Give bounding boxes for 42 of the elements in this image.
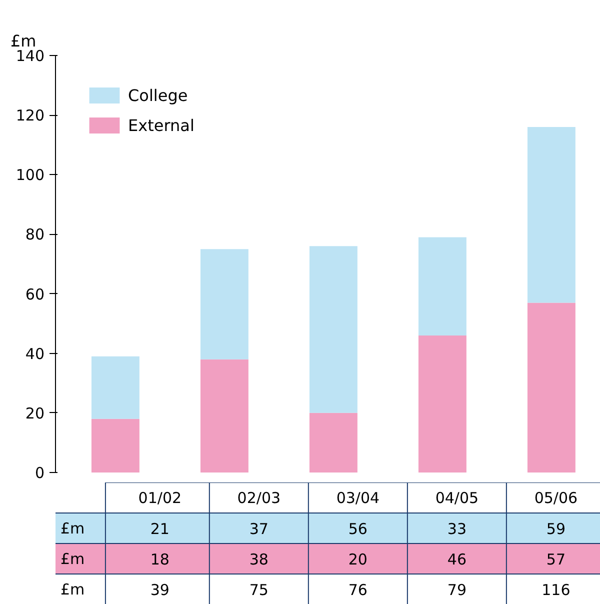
y-tick-label: 120 [16, 106, 45, 125]
bar [527, 302, 576, 472]
bar [309, 412, 358, 472]
x-tick-label: 04/05 [435, 488, 479, 507]
y-tick-label: 20 [25, 404, 45, 422]
text: 75 [249, 580, 268, 599]
text: 116 [542, 580, 570, 599]
bar [309, 246, 358, 413]
x-tick-label: 02/03 [237, 488, 281, 507]
legend-label: College [128, 86, 188, 104]
data-label: 20 [348, 550, 368, 568]
y-axis-title: £m [60, 519, 85, 538]
data-label: 57 [546, 550, 566, 568]
y-tick-label: 60 [25, 285, 45, 304]
data-label: 21 [150, 520, 170, 538]
text: 76 [348, 580, 368, 599]
legend-label: External [128, 116, 194, 134]
y-tick-label: 0 [34, 464, 45, 482]
bar [200, 359, 248, 472]
x-tick-label: 05/06 [534, 488, 578, 507]
x-tick-label: 01/02 [138, 488, 182, 507]
data-label: 38 [249, 550, 268, 568]
y-tick-label: 80 [25, 226, 45, 244]
bar [418, 237, 466, 336]
bar [200, 249, 248, 360]
text: 79 [447, 580, 466, 599]
text: 39 [150, 580, 170, 599]
data-label: 56 [348, 520, 368, 538]
data-label: 46 [447, 550, 466, 568]
data-label: 59 [546, 520, 566, 538]
y-tick-label: 40 [25, 344, 45, 363]
text: £m [60, 580, 85, 598]
bar [91, 418, 140, 472]
bar [91, 356, 140, 419]
data-label: 18 [150, 550, 170, 568]
data-label: 33 [447, 520, 466, 538]
bar [527, 126, 576, 303]
x-tick-label: 03/04 [336, 488, 380, 507]
y-tick-label: 100 [16, 166, 45, 184]
text: £m [60, 550, 85, 568]
bar [418, 335, 466, 472]
data-label: 37 [249, 520, 268, 538]
